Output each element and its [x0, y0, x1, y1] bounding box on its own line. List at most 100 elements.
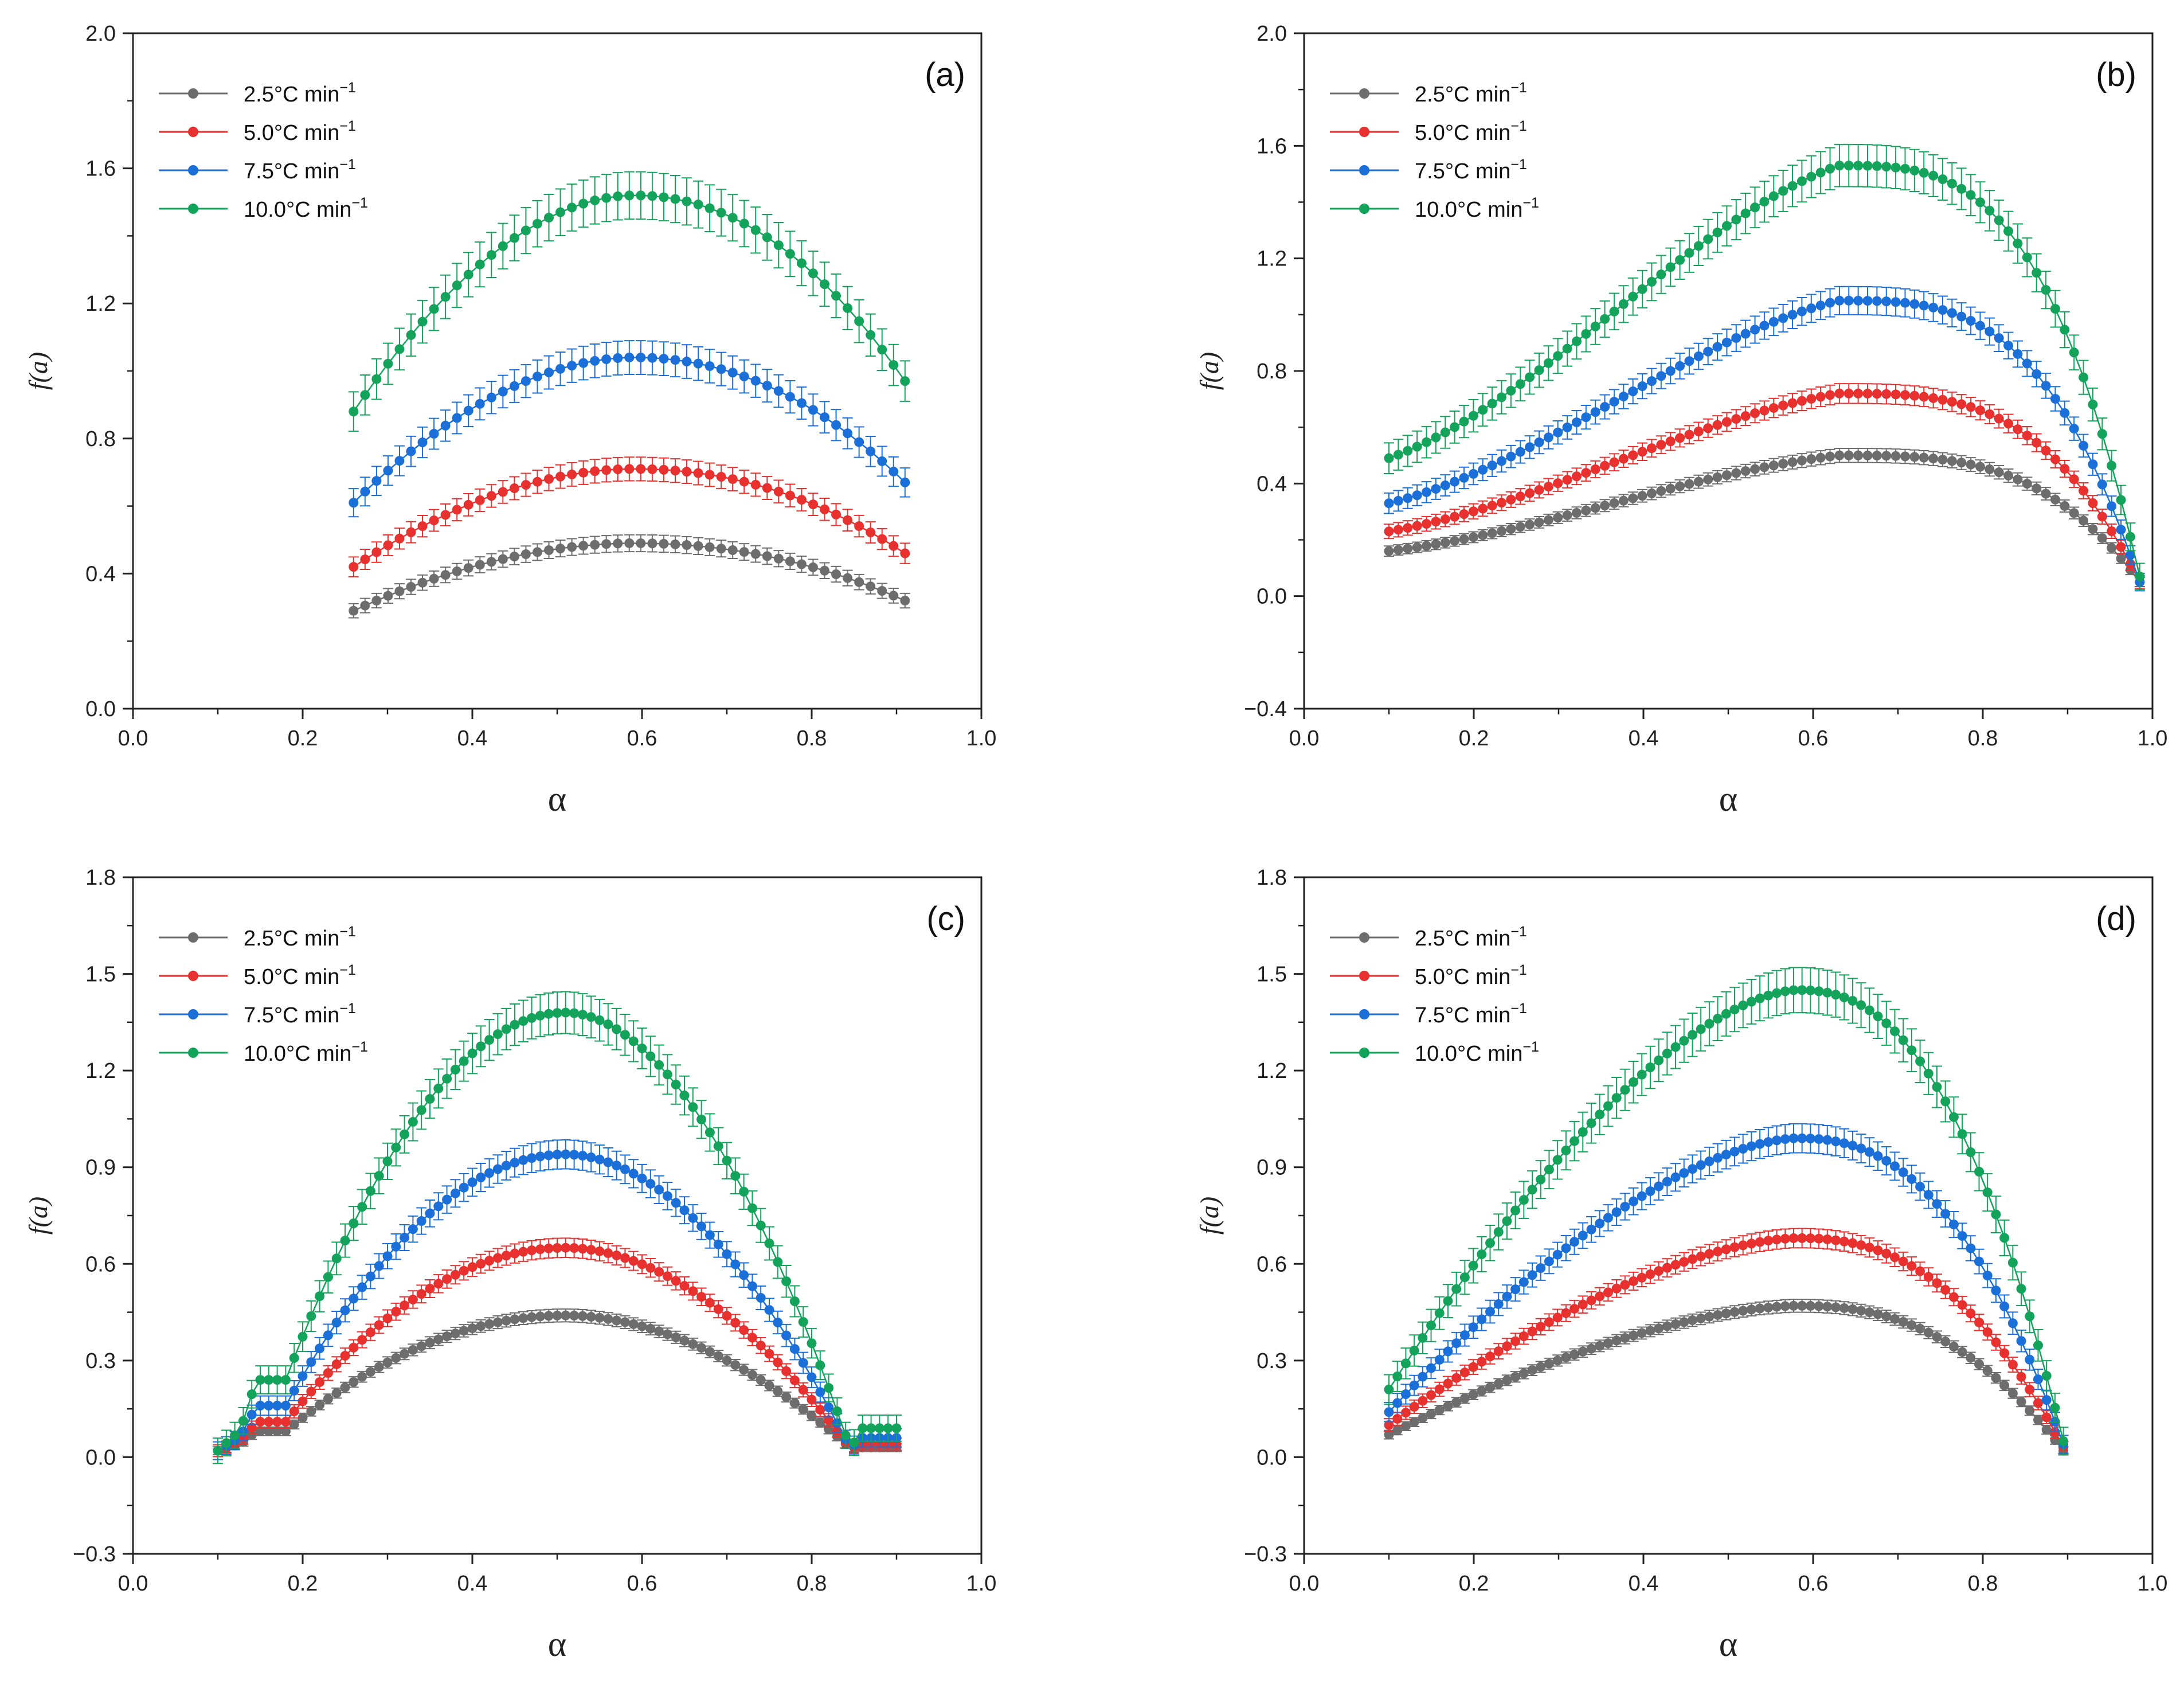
data-point	[315, 1343, 325, 1354]
data-point	[578, 541, 589, 551]
data-point	[796, 258, 807, 268]
data-point	[1459, 1272, 1470, 1283]
data-point	[2079, 515, 2089, 526]
data-point	[1536, 1263, 1546, 1273]
series-1	[1384, 447, 2145, 587]
data-point	[1586, 1118, 1596, 1128]
data-point	[440, 570, 451, 580]
data-point	[476, 1259, 486, 1269]
data-point	[475, 398, 485, 409]
data-point	[1991, 1286, 2001, 1296]
data-point	[1629, 1276, 1639, 1286]
data-point	[357, 1372, 367, 1382]
data-point	[1562, 422, 1572, 432]
data-point	[713, 1304, 723, 1314]
data-point	[1493, 1227, 1504, 1237]
data-point	[486, 250, 496, 260]
data-point	[2069, 508, 2079, 518]
y-tick-label: 0.8	[85, 427, 116, 451]
data-point	[1982, 1271, 1993, 1281]
data-point	[716, 208, 726, 218]
data-point	[1654, 1266, 1664, 1276]
data-point	[773, 1357, 783, 1367]
data-point	[900, 548, 910, 558]
data-point	[561, 1243, 571, 1253]
data-point	[1384, 546, 1394, 556]
data-point	[2016, 1397, 2026, 1407]
data-point	[1510, 1336, 1521, 1346]
data-point	[1721, 221, 1732, 231]
x-tick-label: 0.0	[118, 726, 148, 751]
data-point	[555, 544, 566, 554]
data-point	[854, 521, 864, 532]
data-point	[486, 491, 496, 501]
data-point	[2003, 419, 2014, 429]
data-point	[798, 1317, 808, 1327]
data-point	[662, 1271, 672, 1281]
data-point	[264, 1426, 274, 1436]
data-point	[1948, 1220, 1959, 1230]
data-point	[798, 1385, 808, 1395]
data-point	[1721, 337, 1732, 347]
data-point	[1478, 405, 1488, 415]
data-point	[1778, 459, 1788, 469]
data-point	[1675, 255, 1685, 265]
data-point	[682, 540, 692, 550]
data-point	[815, 1360, 825, 1370]
data-point	[1693, 351, 1704, 361]
data-point	[756, 1220, 766, 1230]
data-point	[1746, 1141, 1756, 1151]
data-point	[620, 1030, 630, 1040]
data-point	[603, 1314, 613, 1324]
data-point	[659, 464, 669, 475]
data-point	[773, 1386, 783, 1396]
data-point	[1553, 513, 1563, 523]
data-point	[1536, 1362, 1546, 1372]
data-point	[298, 1396, 308, 1406]
data-point	[679, 1281, 690, 1291]
data-point	[1620, 1333, 1630, 1343]
data-point	[1915, 1266, 1925, 1276]
data-point	[679, 1335, 690, 1346]
data-point	[739, 218, 749, 229]
data-point	[781, 1276, 792, 1287]
data-point	[1600, 314, 1610, 324]
data-point	[713, 1239, 723, 1249]
data-point	[1400, 1408, 1411, 1418]
data-point	[1712, 342, 1723, 352]
data-point	[1468, 1260, 1478, 1271]
data-point	[1755, 993, 1765, 1003]
data-point	[1595, 1341, 1605, 1351]
data-point	[1703, 234, 1713, 244]
data-point	[1713, 1247, 1723, 1257]
data-point	[1581, 468, 1591, 478]
data-point	[349, 562, 359, 572]
data-point	[1569, 1349, 1580, 1359]
data-point	[1393, 450, 1403, 460]
data-point	[1999, 1301, 2010, 1311]
data-point	[764, 1349, 774, 1359]
data-point	[1825, 451, 1835, 462]
data-point	[590, 196, 600, 206]
data-point	[394, 533, 405, 544]
data-point	[1738, 1000, 1748, 1010]
data-point	[866, 528, 876, 538]
data-point	[1409, 1345, 1419, 1355]
data-point	[1806, 454, 1817, 464]
data-point	[1881, 296, 1892, 307]
data-point	[520, 549, 531, 560]
data-point	[722, 1311, 732, 1321]
data-point	[442, 1073, 452, 1084]
data-point	[315, 1400, 325, 1410]
data-point	[569, 1243, 580, 1253]
data-point	[1856, 1143, 1866, 1154]
data-point	[1502, 1341, 1512, 1351]
data-point	[762, 381, 772, 391]
data-point	[796, 495, 807, 505]
data-point	[1825, 163, 1835, 174]
data-point	[682, 467, 692, 477]
data-point	[820, 412, 830, 423]
data-point	[561, 1149, 571, 1159]
data-point	[1459, 416, 1469, 427]
data-point	[360, 600, 370, 611]
